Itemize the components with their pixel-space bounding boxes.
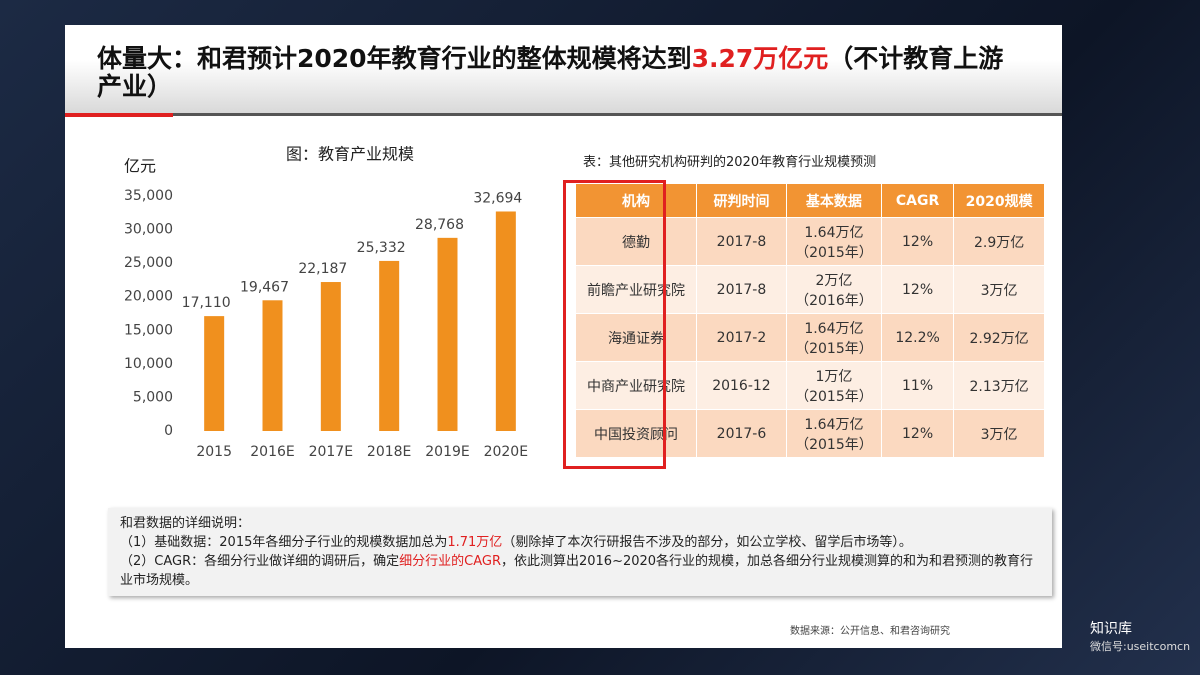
table-cell: 2016-12 xyxy=(696,361,787,410)
slide: 体量大：和君预计2020年教育行业的整体规模将达到3.27万亿元（不计教育上游产… xyxy=(65,25,1062,648)
table-cell: 1.64万亿（2015年） xyxy=(785,313,882,362)
x-tick-label: 2020E xyxy=(484,444,528,460)
table-cell: 2.13万亿 xyxy=(953,361,1045,410)
table-row: 中国投资顾问 2017-6 1.64万亿（2015年） 12% 3万亿 xyxy=(575,409,1045,458)
bar xyxy=(320,282,341,431)
table-cell: 2017-8 xyxy=(696,217,787,266)
note-highlight: 细分行业的CAGR xyxy=(399,554,501,569)
highlight-box xyxy=(563,180,666,469)
y-tick-label: 30,000 xyxy=(124,222,173,238)
chart: 图：教育产业规模 亿元 0 5,000 10,000 15,000 20,000 25,0… xyxy=(124,145,528,461)
y-tick-label: 25,000 xyxy=(124,255,173,271)
table-cell: 3万亿 xyxy=(953,409,1045,458)
title-text: 体量大：和君预计2020年教育行业的整体规模将达到 xyxy=(97,44,692,73)
value-label: 19,467 xyxy=(240,279,289,295)
watermark-id: 微信号:useitcomcn xyxy=(1090,640,1191,653)
bar xyxy=(495,211,516,431)
bar xyxy=(262,300,283,431)
table-cell: 2.9万亿 xyxy=(953,217,1045,266)
table-cell: 3万亿 xyxy=(953,265,1045,314)
table-row: 海通证券 2017-2 1.64万亿（2015年） 12.2% 2.92万亿 xyxy=(575,313,1045,362)
y-axis-label: 亿元 xyxy=(124,157,156,176)
table-header-cell: CAGR xyxy=(880,183,955,218)
table-cell: 1万亿（2015年） xyxy=(785,361,882,410)
header xyxy=(65,25,1062,113)
notes: 和君数据的详细说明： （1）基础数据：2015年各细分子行业的规模数据加总为1.… xyxy=(108,508,1052,596)
table-row: 中商产业研究院 2016-12 1万亿（2015年） 11% 2.13万亿 xyxy=(575,361,1045,410)
value-label: 32,694 xyxy=(473,190,522,206)
note-highlight: 1.71万亿 xyxy=(447,535,503,550)
table-cell: 1.64万亿（2015年） xyxy=(785,217,882,266)
chart-title: 图：教育产业规模 xyxy=(286,145,414,164)
table-cell: 12% xyxy=(880,217,955,266)
table-cell: 2017-2 xyxy=(696,313,787,362)
rule xyxy=(65,113,1062,116)
bar xyxy=(204,316,225,431)
table-cell: 前瞻产业研究院 xyxy=(575,265,697,314)
value-label: 28,768 xyxy=(415,217,464,233)
note-text: （2）CAGR：各细分行业做详细的调研后，确定 xyxy=(120,554,400,569)
x-tick-label: 2019E xyxy=(425,444,469,460)
value-label: 25,332 xyxy=(357,240,406,256)
table-cell: 2017-8 xyxy=(696,265,787,314)
table-cell: 中商产业研究院 xyxy=(575,361,697,410)
table-cell: 11% xyxy=(880,361,955,410)
table-cell: 2万亿（2016年） xyxy=(785,265,882,314)
notes-heading: 和君数据的详细说明： xyxy=(120,516,251,531)
table-row: 德勤 2017-8 1.64万亿（2015年） 12% 2.9万亿 xyxy=(575,217,1045,266)
title-highlight: 3.27万亿元 xyxy=(691,44,829,73)
table: 机构 研判时间 基本数据 CAGR 2020规模 德勤 2017-8 1.64万亿（2015年… xyxy=(575,183,1045,458)
note-text: ，依此测算出2016~2020各行业的规模，加总各细分行业规模测算的和为和君预测… xyxy=(120,554,1034,588)
bar xyxy=(379,260,400,431)
rule-accent xyxy=(65,113,173,117)
bar xyxy=(437,237,458,431)
table-cell: 2017-6 xyxy=(696,409,787,458)
slide-title: 体量大：和君预计2020年教育行业的整体规模将达到3.27万亿元（不计教育上游产… xyxy=(97,45,1027,101)
x-tick-label: 2015 xyxy=(196,444,232,460)
note: （1）基础数据：2015年各细分子行业的规模数据加总为1.71万亿（剔除掉了本次… xyxy=(120,533,1040,552)
table-cell: 海通证券 xyxy=(575,313,697,362)
note-text: （剔除掉了本次行研报告不涉及的部分，如公立学校、留学后市场等）。 xyxy=(502,535,912,550)
table-row: 前瞻产业研究院 2017-8 2万亿（2016年） 12% 3万亿 xyxy=(575,265,1045,314)
table-header-cell: 研判时间 xyxy=(696,183,787,218)
table-cell: 12% xyxy=(880,409,955,458)
table-header-cell: 基本数据 xyxy=(785,183,882,218)
watermark: 知识库微信号:useitcomcn xyxy=(1090,618,1190,654)
y-tick-label: 15,000 xyxy=(124,322,173,338)
table-cell: 1.64万亿（2015年） xyxy=(785,409,882,458)
table-cell: 12% xyxy=(880,265,955,314)
note: （2）CAGR：各细分行业做详细的调研后，确定细分行业的CAGR，依此测算出20… xyxy=(120,552,1040,590)
note-text: （1）基础数据：2015年各细分子行业的规模数据加总为 xyxy=(120,535,448,550)
y-tick-label: 20,000 xyxy=(124,289,173,305)
y-tick-label: 5,000 xyxy=(133,389,173,405)
x-tick-label: 2017E xyxy=(309,444,353,460)
table-cell: 2.92万亿 xyxy=(953,313,1045,362)
watermark-name: 知识库 xyxy=(1090,621,1132,637)
value-label: 22,187 xyxy=(298,261,347,277)
x-tick-label: 2016E xyxy=(250,444,294,460)
title-text: （不计教育上游产业） xyxy=(97,44,1004,101)
table-cell: 德勤 xyxy=(575,217,697,266)
y-tick-label: 35,000 xyxy=(124,188,173,204)
table-header: 机构 研判时间 基本数据 CAGR 2020规模 xyxy=(575,183,1045,218)
y-tick-label: 10,000 xyxy=(124,356,173,372)
table-header-cell: 2020规模 xyxy=(953,183,1045,218)
table-caption: 表：其他研究机构研判的2020年教育行业规模预测 xyxy=(583,155,877,170)
x-tick-label: 2018E xyxy=(367,444,411,460)
table-cell: 中国投资顾问 xyxy=(575,409,697,458)
y-tick-label: 0 xyxy=(164,423,173,439)
value-label: 17,110 xyxy=(182,295,231,311)
source: 数据来源：公开信息、和君咨询研究 xyxy=(790,626,950,637)
table-cell: 12.2% xyxy=(880,313,955,362)
